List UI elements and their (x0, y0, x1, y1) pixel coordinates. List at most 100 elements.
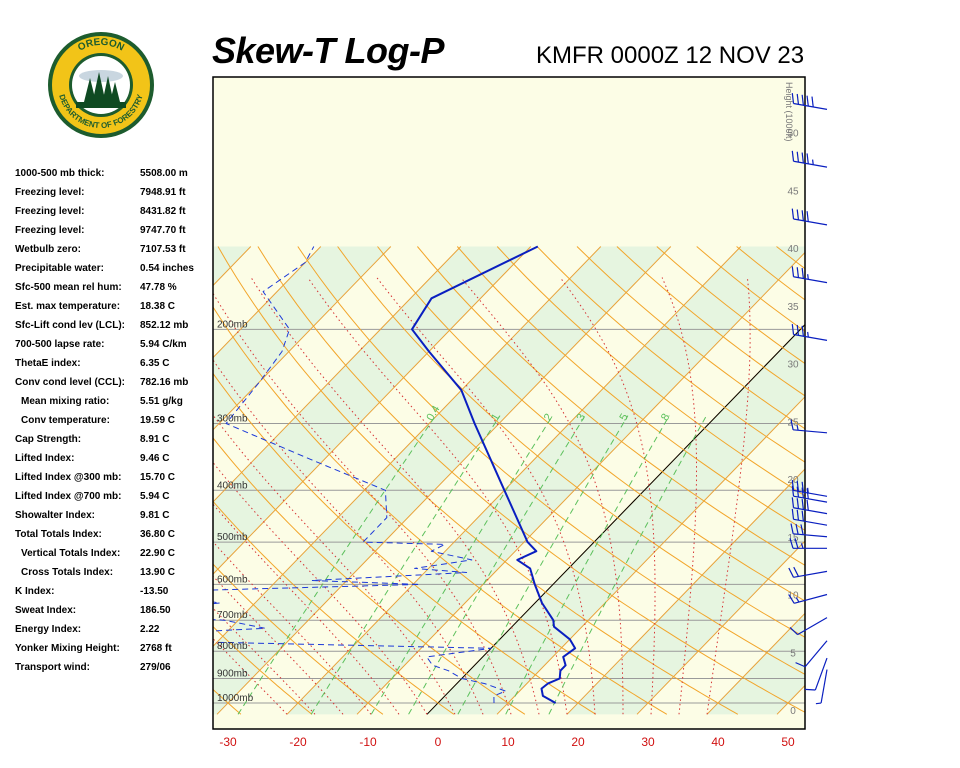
index-row: Cross Totals Index: 13.90 C (15, 567, 215, 586)
isotherm-line (706, 612, 805, 715)
plot-frame (212, 76, 806, 730)
isotherm-line (216, 246, 672, 715)
index-label: Energy Index: (15, 624, 82, 635)
wind-barb (791, 479, 828, 497)
index-row: Yonker Mixing Height: 2768 ft (15, 643, 215, 662)
moist-adiabat-line (307, 277, 568, 715)
svg-text:OREGON: OREGON (76, 37, 126, 54)
height-tick-label: 40 (787, 244, 799, 255)
moist-adiabat-line (213, 359, 484, 715)
dry-adiabat-line (576, 246, 805, 430)
wind-barb-flag (796, 324, 800, 336)
wind-barb-flag (796, 209, 800, 220)
wind-barb-flag (791, 479, 795, 491)
index-label: Transport wind: (15, 662, 90, 673)
moist-adiabat-line (213, 540, 372, 715)
wind-barb-flag (801, 481, 804, 493)
index-row: Precipitable water: 0.54 inches (15, 263, 215, 282)
wind-barb (791, 508, 828, 526)
index-value: 9.81 C (140, 510, 170, 521)
wind-barb (815, 669, 828, 705)
wind-barb-shaft (793, 102, 828, 110)
wind-barb (788, 566, 828, 578)
wind-barb-shaft (793, 533, 828, 538)
chart-title: Skew-T Log-P (212, 30, 445, 71)
dry-adiabat-line (496, 246, 805, 497)
isotherm-line (496, 396, 805, 715)
temperature-tick-label: -20 (289, 735, 307, 749)
index-value: 7107.53 ft (140, 244, 186, 255)
index-label: Conv temperature: (21, 415, 110, 426)
wind-barb-flag (796, 498, 800, 509)
wind-barb-half-flag (800, 543, 804, 549)
index-label: Total Totals Index: (15, 529, 102, 540)
isotherm-line (213, 246, 462, 503)
wind-barb-flag (791, 497, 795, 508)
index-row: Freezing level: 8431.82 ft (15, 206, 215, 225)
wind-barb-shaft (804, 640, 828, 668)
index-label: Sfc-500 mean rel hum: (15, 282, 122, 293)
index-value: 9747.70 ft (140, 225, 186, 236)
wind-barb-flag (796, 93, 800, 105)
pressure-tick-label: 900mb (217, 669, 248, 680)
wind-barb-flag (791, 508, 795, 520)
wind-barb-flag (801, 510, 804, 522)
index-row: Conv cond level (CCL): 782.16 mb (15, 377, 215, 396)
index-label: Conv cond level (CCL): (15, 377, 126, 388)
index-row: 700-500 lapse rate: 5.94 C/km (15, 339, 215, 358)
height-tick-label: 10 (787, 591, 799, 602)
pressure-tick-label: 600mb (217, 574, 248, 585)
dry-adiabat-line (213, 306, 668, 715)
mixing-ratio-label: 1 (489, 412, 502, 423)
wind-barb-flag (794, 538, 799, 549)
wind-barb-flag (795, 523, 799, 535)
height-tick-label: 20 (787, 475, 799, 486)
stability-indices-panel: 1000-500 mb thick: 5508.00 m Freezing leve… (15, 168, 215, 681)
index-value: 47.78 % (140, 282, 177, 293)
index-value: 5.94 C/km (140, 339, 187, 350)
index-label: Sweat Index: (15, 605, 77, 616)
mixing-ratio-label: 5 (617, 412, 630, 423)
isotherm-line (0, 247, 41, 715)
isotherm-line (213, 246, 392, 431)
pressure-tick-label: 1000mb (217, 693, 254, 704)
wind-barb (791, 497, 828, 515)
height-tick-label: 0 (790, 706, 796, 717)
index-label: Precipitable water: (15, 263, 104, 274)
index-label: Wetbulb zero: (15, 244, 81, 255)
index-value: 6.35 C (140, 358, 170, 369)
index-value: 5.51 g/kg (140, 396, 183, 407)
wind-barb-half-flag (795, 597, 800, 603)
wind-barb-flag (806, 95, 809, 107)
dry-adiabat-line (213, 437, 526, 715)
wind-barb-flag (789, 538, 794, 549)
dewpoint-profile-line (213, 246, 507, 704)
mixing-ratio-line (310, 415, 501, 715)
index-row: Mean mixing ratio: 5.51 g/kg (15, 396, 215, 415)
index-row: Lifted Index @700 mb: 5.94 C (15, 491, 215, 510)
wind-barb-half-flag (815, 702, 822, 705)
index-row: Total Totals Index: 36.80 C (15, 529, 215, 548)
wind-barb-flag (811, 96, 814, 108)
temperature-tick-label: 50 (781, 735, 795, 749)
moist-adiabat-line (250, 277, 540, 715)
index-label: Freezing level: (15, 206, 85, 217)
wind-barb-flag (795, 662, 806, 668)
index-value: 8431.82 ft (140, 206, 186, 217)
wind-barb (789, 538, 827, 549)
dry-adiabat-line (213, 563, 384, 715)
index-label: K Index: (15, 586, 55, 597)
height-tick-label: 50 (787, 129, 799, 140)
temperature-tick-label: 30 (641, 735, 655, 749)
temperature-profile-line (411, 245, 577, 704)
index-label: Vertical Totals Index: (21, 548, 121, 559)
height-tick-label: 30 (787, 360, 799, 371)
index-label: Est. max temperature: (15, 301, 121, 312)
mixing-ratio-line (457, 415, 629, 715)
pressure-tick-label: 400mb (217, 480, 248, 491)
wind-barbs (788, 93, 828, 705)
wind-barb-shaft (793, 518, 828, 526)
dry-adiabat-line (213, 688, 242, 715)
dry-adiabat-line (377, 246, 805, 602)
